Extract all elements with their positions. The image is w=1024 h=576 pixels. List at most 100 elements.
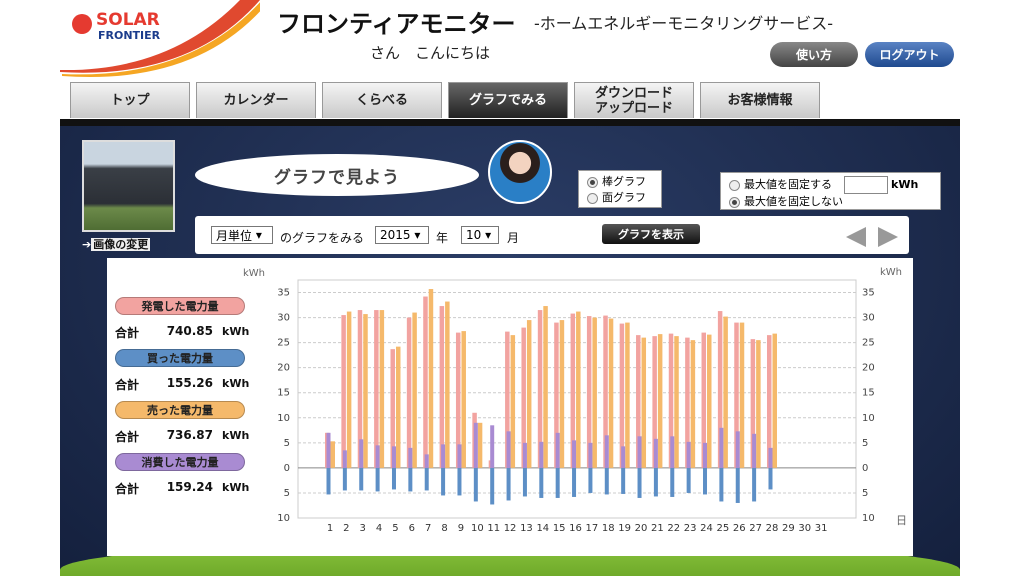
bar xyxy=(539,467,544,498)
prev-arrow[interactable] xyxy=(846,227,866,247)
y2-tick-label: 0 xyxy=(862,463,868,474)
bar xyxy=(428,289,434,468)
bar xyxy=(637,436,642,468)
bar xyxy=(357,310,363,468)
bar xyxy=(408,467,413,492)
x-tick-label: 25 xyxy=(717,523,730,534)
tab[interactable]: ダウンロード アップロード xyxy=(574,82,694,118)
tab[interactable]: トップ xyxy=(70,82,190,118)
logout-button[interactable]: ログアウト xyxy=(865,42,954,67)
bar xyxy=(543,306,548,468)
year-select[interactable]: 2015 ▾ xyxy=(375,226,429,244)
bar xyxy=(477,422,483,468)
bar xyxy=(379,310,385,468)
bar xyxy=(375,445,380,468)
bar xyxy=(703,442,708,468)
x-tick-label: 7 xyxy=(425,523,431,534)
bar xyxy=(592,317,597,468)
nav-arrows xyxy=(846,227,898,247)
max-option[interactable]: 最大値を固定しない xyxy=(729,194,932,210)
bar xyxy=(537,310,543,468)
bar xyxy=(703,467,708,495)
graph-type-option[interactable]: 面グラフ xyxy=(587,190,653,206)
bar xyxy=(521,327,526,468)
bar xyxy=(330,441,335,468)
bar xyxy=(363,314,368,468)
bar xyxy=(390,349,395,468)
month-select[interactable]: 10 ▾ xyxy=(461,226,499,244)
logo: SOLAR FRONTIER xyxy=(60,0,260,77)
bar xyxy=(674,336,679,468)
x-tick-label: 28 xyxy=(766,523,779,534)
house-photo[interactable] xyxy=(82,140,175,232)
y2-tick-label: 20 xyxy=(862,363,875,374)
bar xyxy=(734,322,739,468)
x-tick-label: 26 xyxy=(733,523,746,534)
bar xyxy=(522,442,527,468)
x-tick-label: 3 xyxy=(360,523,366,534)
max-option[interactable]: 最大値を固定する kWh xyxy=(729,176,932,194)
bar xyxy=(668,333,674,468)
bar xyxy=(768,467,773,490)
tab[interactable]: くらべる xyxy=(322,82,442,118)
radio[interactable] xyxy=(587,176,598,188)
bar xyxy=(391,446,396,468)
y-axis-unit: kWh xyxy=(243,268,265,279)
radio[interactable] xyxy=(729,179,740,191)
max-value-box: 最大値を固定する kWh 最大値を固定しない xyxy=(720,172,941,210)
total-label: 合計 xyxy=(115,326,140,340)
bar xyxy=(653,467,658,497)
bar xyxy=(555,467,560,498)
photo-link[interactable]: 画像の変更 xyxy=(91,238,151,251)
bar xyxy=(719,427,724,468)
bar xyxy=(341,315,346,468)
bar xyxy=(653,438,658,468)
speech-bubble: グラフで見よう xyxy=(195,154,479,196)
y2-tick-label: 5 xyxy=(862,488,868,499)
bar xyxy=(490,425,495,468)
y-tick-label: 10 xyxy=(277,413,290,424)
y-tick-label: 15 xyxy=(277,388,290,399)
y-tick-label: 0 xyxy=(284,463,290,474)
tab[interactable]: カレンダー xyxy=(196,82,316,118)
bar xyxy=(374,310,379,468)
bar xyxy=(510,335,516,468)
month-suffix: 月 xyxy=(507,231,520,245)
y2-axis-unit: kWh xyxy=(880,267,902,278)
bar xyxy=(342,450,347,468)
select-value: 月単位 xyxy=(216,228,253,243)
graph-type-option[interactable]: 棒グラフ xyxy=(587,174,653,190)
tab[interactable]: グラフでみる xyxy=(448,82,568,118)
total-value: 740.85 xyxy=(166,324,213,338)
y-tick-label: 20 xyxy=(277,363,290,374)
bar xyxy=(408,447,413,468)
next-arrow[interactable] xyxy=(878,227,898,247)
bar xyxy=(576,311,581,468)
x-tick-label: 6 xyxy=(409,523,415,534)
bar xyxy=(670,436,675,468)
max-input[interactable] xyxy=(843,176,888,194)
bar xyxy=(625,322,630,468)
tab[interactable]: お客様情報 xyxy=(700,82,820,118)
control-bar xyxy=(195,216,909,254)
total-label: 合計 xyxy=(115,482,140,496)
x-tick-label: 9 xyxy=(458,523,464,534)
radio[interactable] xyxy=(729,196,740,208)
bar xyxy=(756,340,761,468)
period-select[interactable]: 月単位 ▾ xyxy=(211,226,273,244)
y2-tick-label: 5 xyxy=(862,438,868,449)
x-tick-label: 15 xyxy=(553,523,566,534)
bar xyxy=(455,332,461,468)
show-graph-button[interactable]: グラフを表示 xyxy=(602,224,700,244)
radio[interactable] xyxy=(587,192,598,204)
bar xyxy=(505,331,510,468)
x-tick-label: 21 xyxy=(651,523,664,534)
bar xyxy=(359,439,364,468)
help-button[interactable]: 使い方 xyxy=(770,42,858,67)
graph-type-box: 棒グラフ 面グラフ xyxy=(578,170,662,208)
bar xyxy=(735,467,740,503)
x-tick-label: 31 xyxy=(815,523,828,534)
bar xyxy=(652,336,657,468)
bar xyxy=(570,313,576,468)
total-unit: kWh xyxy=(222,325,250,338)
